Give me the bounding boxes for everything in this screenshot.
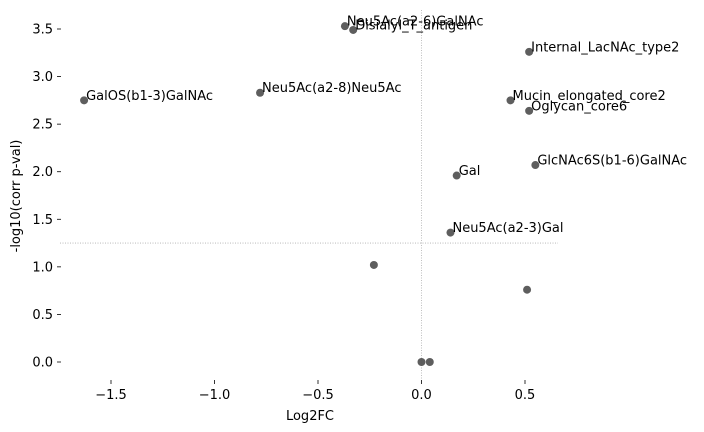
data-point xyxy=(417,358,426,366)
y-tick-label: 0.5 xyxy=(32,308,53,323)
data-point xyxy=(525,106,534,115)
y-tick-label: 0.0 xyxy=(32,356,53,371)
x-tick-label: 0.5 xyxy=(515,388,536,403)
data-point xyxy=(452,171,461,180)
point-label: Neu5Ac(a2-3)Gal xyxy=(452,221,563,236)
data-point xyxy=(256,88,265,97)
data-point xyxy=(425,358,434,366)
data-point xyxy=(446,228,455,237)
y-axis-title: -log10(corr p-val) xyxy=(9,140,24,253)
data-points xyxy=(80,22,540,366)
y-axis: 0.0 0.5 1.0 1.5 2.0 2.5 3.0 3.5 xyxy=(32,23,61,371)
data-point xyxy=(369,260,378,269)
point-label: Neu5Ac(a2-8)Neu5Ac xyxy=(262,81,401,96)
point-label: GlcNAc6S(b1-6)GalNAc xyxy=(537,154,687,169)
data-point xyxy=(531,161,540,170)
data-point xyxy=(80,96,89,105)
x-tick-label: −0.5 xyxy=(302,388,334,403)
point-label: Mucin_elongated_core2 xyxy=(513,89,666,104)
data-point xyxy=(506,96,515,105)
y-tick-label: 3.5 xyxy=(32,23,53,38)
y-tick-label: 1.0 xyxy=(32,260,53,275)
point-label: Disialyl_T_antigen xyxy=(355,18,472,33)
point-label: GalOS(b1-3)GalNAc xyxy=(86,89,213,104)
data-point xyxy=(525,47,534,56)
x-tick-label: −1.5 xyxy=(95,388,127,403)
x-tick-label: −1.0 xyxy=(199,388,231,403)
point-label: Neu5Ac(a2-6)GalNAc xyxy=(347,15,484,30)
data-point xyxy=(523,285,532,294)
y-tick-label: 1.5 xyxy=(32,213,53,228)
x-axis-title: Log2FC xyxy=(286,409,334,424)
y-tick-label: 2.0 xyxy=(32,165,53,180)
y-tick-label: 3.0 xyxy=(32,70,53,85)
reference-lines xyxy=(60,10,558,380)
point-label: Gal xyxy=(459,164,481,179)
x-tick-label: 0.0 xyxy=(411,388,432,403)
data-point xyxy=(340,22,349,31)
point-label: Internal_LacNAc_type2 xyxy=(531,40,679,55)
point-label: Oglycan_core6 xyxy=(531,99,627,114)
data-point xyxy=(349,25,358,34)
y-tick-label: 2.5 xyxy=(32,118,53,133)
x-axis: −1.5 −1.0 −0.5 0.0 0.5 xyxy=(95,380,535,403)
